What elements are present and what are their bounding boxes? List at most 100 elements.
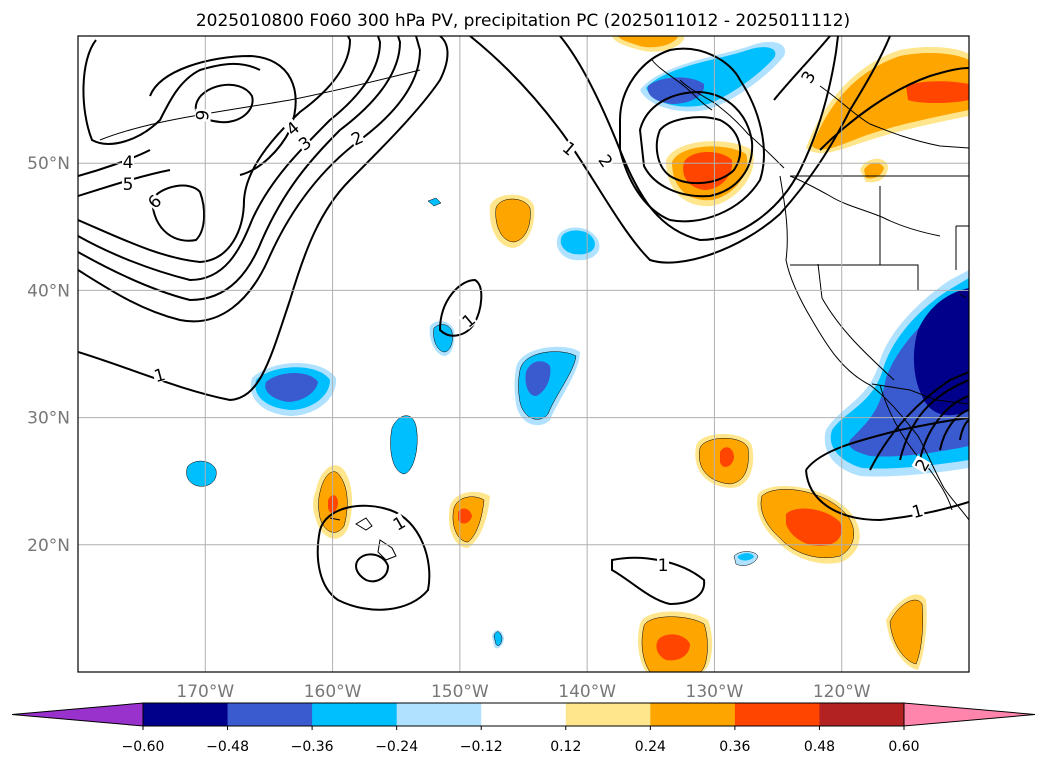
pv-contour — [919, 395, 969, 461]
island — [377, 539, 397, 561]
pv-contour-label-bg — [294, 132, 314, 153]
pv-contour — [150, 184, 206, 242]
pv-contour-label-bg — [911, 455, 932, 474]
pv-contour-label: 1 — [910, 501, 926, 523]
pv-contour — [78, 149, 151, 177]
colorbar-extend-max — [903, 702, 1036, 727]
pv-contour — [655, 116, 742, 185]
colorbar: −0.60 −0.48 −0.36 −0.24 −0.12 0.12 0.24 0.36 0.4… — [11, 702, 1036, 755]
pv-contour-label-bg — [909, 500, 926, 520]
pv-contour — [469, 36, 891, 264]
x-tick-label: 150°W — [431, 682, 489, 702]
pv-contour — [619, 47, 765, 223]
colorbar-segment — [565, 703, 651, 726]
pv-contour-label-bg — [347, 127, 366, 148]
colorbar-outline — [142, 702, 905, 727]
colorbar-segment — [227, 703, 313, 726]
colorbar-tick-label: −0.24 — [375, 739, 418, 755]
coastline-layer — [99, 59, 969, 561]
colorbar-segment — [143, 703, 229, 726]
pv-contour — [355, 553, 390, 583]
y-tick-label: 40°N — [27, 281, 70, 301]
pv-contour — [78, 36, 382, 282]
y-axis-ticks: 50°N 40°N 30°N 20°N — [27, 154, 70, 556]
colorbar-segment — [481, 703, 567, 726]
pv-contour-label-group: 6 — [191, 108, 212, 122]
grid-layer — [78, 36, 969, 672]
coastline — [99, 69, 421, 141]
colorbar-segment — [650, 703, 736, 726]
colorbar-tick-label: −0.48 — [206, 739, 249, 755]
pv-contour-label-bg — [151, 364, 168, 384]
pv-contour-label-bg — [458, 309, 478, 330]
pv-contour-label-group: 1 — [657, 556, 669, 576]
border — [789, 175, 941, 237]
x-axis-ticks: 170°W 160°W 150°W 140°W 130°W 120°W — [176, 682, 870, 702]
chart-title: 2025010800 F060 300 hPa PV, precipitatio… — [196, 11, 850, 31]
pv-contour — [899, 379, 969, 461]
pv-contour-label-bg — [657, 556, 669, 572]
pv-contour — [316, 504, 431, 611]
pv-contour-label-bg — [143, 190, 164, 211]
precip-anomaly-layer — [186, 36, 969, 672]
island — [329, 517, 341, 521]
x-tick-label: 120°W — [813, 682, 871, 702]
pv-contour-label-bg — [797, 67, 818, 86]
island — [355, 517, 373, 531]
pv-contour — [78, 36, 402, 302]
pv-contour-label: 4 — [123, 153, 134, 173]
x-tick-label: 160°W — [304, 682, 362, 702]
colorbar-extend-min — [11, 702, 144, 727]
coastline — [779, 175, 969, 521]
colorbar-tick-label: 0.24 — [635, 739, 666, 755]
pv-contour-label-group: 1 — [909, 500, 926, 523]
pv-contour-layer — [78, 36, 969, 611]
pv-contour-label: 1 — [658, 556, 669, 576]
pv-contour-label-group: 1 — [151, 364, 168, 387]
island — [959, 293, 967, 299]
pv-contour — [438, 278, 483, 337]
pv-contour — [869, 371, 969, 471]
colorbar-tick-label: 0.12 — [550, 739, 581, 755]
pv-contour-label-bg — [122, 175, 134, 191]
colorbar-segment — [734, 703, 820, 726]
map-frame — [77, 35, 970, 673]
pv-contour-label: 1 — [152, 365, 168, 387]
colorbar-tick-label: −0.36 — [291, 739, 334, 755]
x-tick-label: 130°W — [686, 682, 744, 702]
pv-contour-label-group: 5 — [122, 175, 134, 195]
colorbar-tick-label: −0.60 — [122, 739, 165, 755]
colorbar-tick-label: −0.12 — [460, 739, 503, 755]
pv-contour — [939, 409, 969, 451]
y-tick-label: 50°N — [27, 154, 70, 174]
pv-contour-label-bg — [282, 117, 302, 138]
pv-contour — [78, 36, 352, 264]
pv-contour — [805, 469, 969, 522]
pv-contour — [959, 419, 969, 441]
pv-contour-label-bg — [194, 108, 212, 122]
pv-contour-label-bg — [389, 512, 408, 533]
pv-contour — [611, 556, 706, 606]
colorbar-segment — [396, 703, 482, 726]
colorbar-segment — [312, 703, 398, 726]
border — [817, 263, 895, 381]
border — [871, 383, 969, 405]
coastline — [819, 85, 969, 149]
pv-contour — [559, 36, 839, 242]
colorbar-tick-label: 0.36 — [719, 739, 750, 755]
pv-contour — [78, 36, 422, 323]
x-tick-label: 170°W — [176, 682, 234, 702]
precip-blob-neg — [186, 41, 969, 649]
y-tick-label: 30°N — [27, 409, 70, 429]
pv-contour — [805, 417, 969, 471]
y-tick-label: 20°N — [27, 536, 70, 556]
border — [790, 264, 919, 290]
coastline — [651, 59, 713, 111]
pv-contour — [149, 54, 297, 176]
precip-blob-pos — [313, 36, 969, 672]
pv-contour — [638, 90, 754, 198]
pv-contour-label-bg — [596, 150, 617, 170]
pv-contour-label-group: 4 — [122, 153, 134, 173]
